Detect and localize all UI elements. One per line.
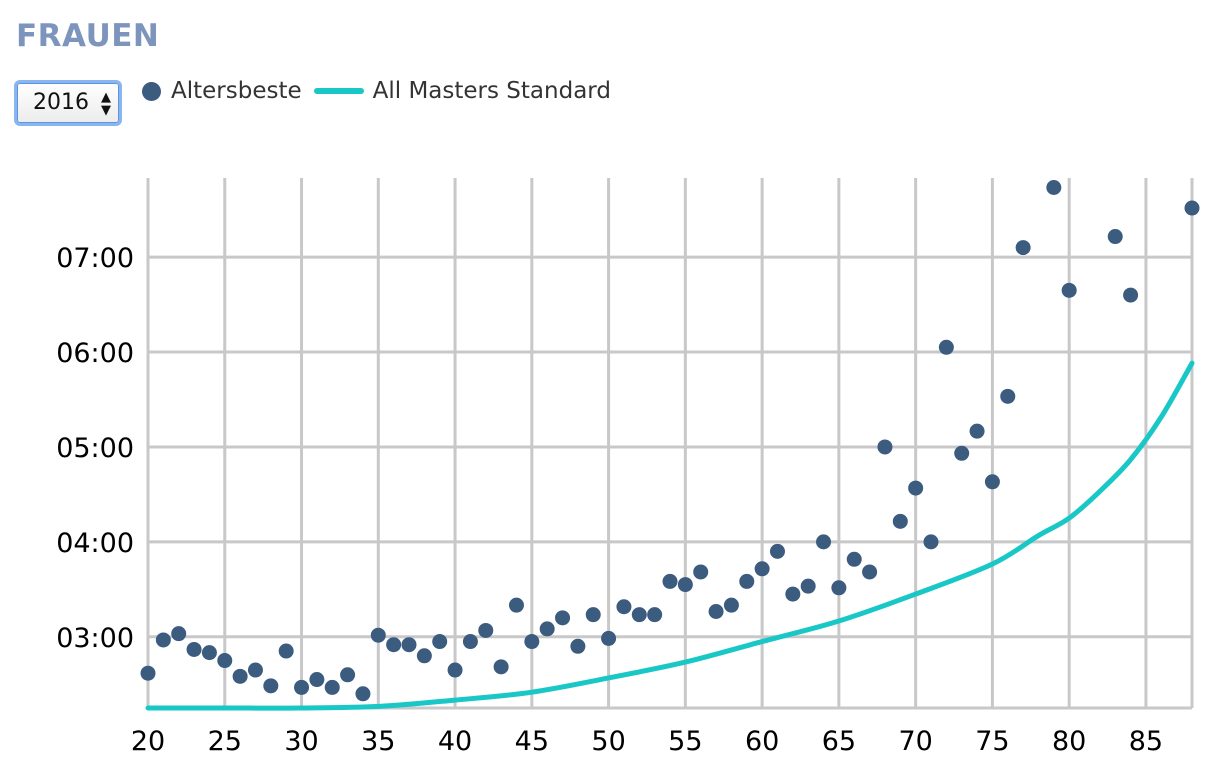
data-point [769,543,785,559]
legend-points-marker [142,81,161,101]
x-tick-label: 55 [668,726,702,757]
legend: Altersbeste All Masters Standard [142,74,611,108]
data-point [892,513,908,529]
data-point [754,561,770,577]
data-point [570,638,586,654]
data-point [739,573,755,589]
data-point [493,659,509,675]
x-tick-label: 35 [361,726,395,757]
x-tick-label: 30 [284,726,318,757]
data-point [846,551,862,567]
data-point [708,603,724,619]
x-tick-label: 85 [1129,726,1163,757]
data-point [693,564,709,580]
data-point [386,637,402,653]
data-point [247,662,263,678]
data-point [186,641,202,657]
data-point [1046,179,1062,195]
data-point [877,439,893,455]
y-tick-label: 06:00 [56,338,134,369]
data-point [923,534,939,550]
data-point [478,622,494,638]
data-point [785,586,801,602]
x-tick-label: 75 [975,726,1009,757]
data-point [555,610,571,626]
x-tick-label: 80 [1052,726,1086,757]
data-point [969,423,985,439]
y-tick-label: 03:00 [56,623,134,654]
legend-line-marker [313,88,364,94]
data-point [1107,229,1123,245]
data-point [447,662,463,678]
legend-line-label: All Masters Standard [372,78,611,104]
x-tick-label: 20 [131,726,165,757]
x-tick-label: 65 [822,726,856,757]
y-tick-label: 04:00 [56,528,134,559]
x-tick-label: 45 [515,726,549,757]
data-point [677,577,693,593]
y-tick-label: 05:00 [56,433,134,464]
x-tick-label: 40 [438,726,472,757]
data-point [662,573,678,589]
data-point [831,580,847,596]
data-point [816,534,832,550]
data-point [432,634,448,650]
data-point [309,672,325,688]
data-point [601,630,617,646]
data-point [217,653,233,669]
data-point [416,648,432,664]
data-point [984,474,1000,490]
data-point [1184,200,1200,216]
data-point [508,597,524,613]
data-point [1123,287,1139,303]
y-tick-label: 07:00 [56,243,134,274]
data-point [232,668,248,684]
legend-points-label: Altersbeste [171,78,302,104]
data-point [585,607,601,623]
data-point [862,564,878,580]
data-point [723,597,739,613]
x-tick-label: 25 [208,726,242,757]
data-point [140,665,156,681]
data-point [340,667,356,683]
data-point [278,643,294,659]
data-point [1061,282,1077,298]
data-point [631,607,647,623]
data-point [954,445,970,461]
data-point [171,626,187,642]
data-point [908,480,924,496]
data-point [462,634,478,650]
x-tick-label: 70 [898,726,932,757]
data-point [616,599,632,615]
data-point [647,607,663,623]
year-select[interactable]: 2016 ▲ ▼ [14,80,122,126]
data-point [1000,388,1016,404]
chart-title: FRAUEN [16,18,160,54]
data-point [201,645,217,661]
data-point [324,679,340,695]
data-point [370,627,386,643]
data-point [263,678,279,694]
data-point [355,686,371,702]
data-point [1015,240,1031,256]
standard-line [145,360,1195,711]
data-point [539,621,555,637]
data-point [155,632,171,648]
data-point [294,679,310,695]
select-arrows-icon: ▲ ▼ [101,90,111,118]
data-point [800,578,816,594]
data-point [524,634,540,650]
x-tick-label: 60 [745,726,779,757]
data-point [938,339,954,355]
x-tick-label: 50 [591,726,625,757]
data-point [401,637,417,653]
year-select-value: 2016 [33,90,89,115]
